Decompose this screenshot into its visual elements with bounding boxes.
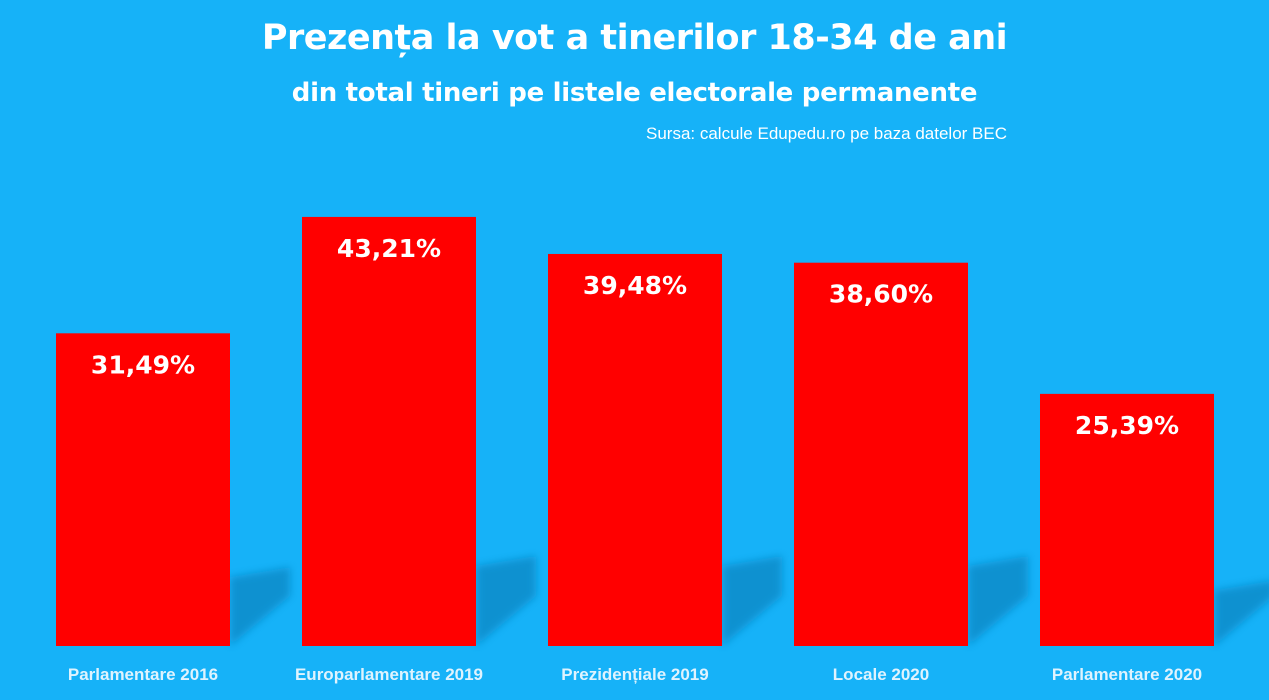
category-label: Parlamentare 2020 <box>1052 665 1202 684</box>
chart-title: Prezența la vot a tinerilor 18-34 de ani <box>261 18 1008 58</box>
chart-subtitle: din total tineri pe listele electorale p… <box>291 78 978 108</box>
bar-2 <box>302 216 476 647</box>
category-label: Parlamentare 2016 <box>68 665 218 684</box>
bar-5 <box>1040 393 1214 646</box>
bar-shadow <box>968 556 1028 646</box>
bar-value-label: 38,60% <box>829 280 933 309</box>
bar-1 <box>56 333 230 646</box>
bar-value-label: 39,48% <box>583 271 687 300</box>
bar-shadow <box>230 567 290 646</box>
bar-value-label: 43,21% <box>337 234 441 263</box>
bar-4 <box>794 262 968 646</box>
category-label: Prezidențiale 2019 <box>561 665 708 684</box>
category-label: Europarlamentare 2019 <box>295 665 483 684</box>
bar-shadow <box>722 556 782 646</box>
bar-value-label: 31,49% <box>91 350 195 379</box>
chart-source: Sursa: calcule Edupedu.ro pe baza datelo… <box>645 124 1007 143</box>
bar-value-label: 25,39% <box>1075 411 1179 440</box>
bar-3 <box>548 253 722 646</box>
category-label: Locale 2020 <box>833 665 929 684</box>
bar-shadow <box>1214 581 1269 646</box>
bar-shadow <box>476 556 536 646</box>
